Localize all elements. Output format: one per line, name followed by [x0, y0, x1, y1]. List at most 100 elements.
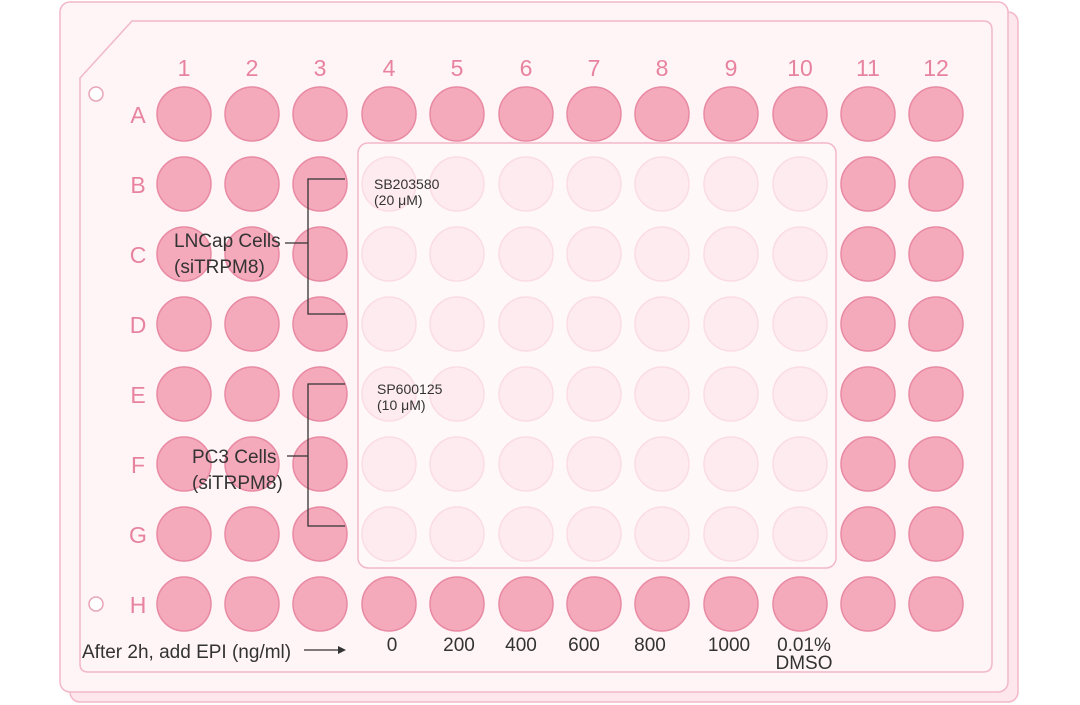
well-B11 — [840, 156, 896, 212]
well-A2 — [224, 86, 280, 142]
well-G12 — [908, 506, 964, 562]
cell-group-2-name: PC3 Cells — [192, 447, 276, 468]
row-label-C: C — [130, 242, 147, 268]
well-H4 — [361, 576, 417, 632]
well-G5 — [429, 506, 485, 562]
bracket-lncap — [285, 178, 345, 315]
row-label-D: D — [130, 312, 147, 338]
well-A7 — [566, 86, 622, 142]
well-F12 — [908, 436, 964, 492]
column-label-5: 5 — [451, 55, 464, 81]
well-C6 — [498, 226, 554, 282]
well-A1 — [156, 86, 212, 142]
well-H11 — [840, 576, 896, 632]
well-H3 — [292, 576, 348, 632]
column-label-9: 9 — [725, 55, 738, 81]
inhibitor-2-name: SP600125 — [377, 381, 443, 397]
well-H7 — [566, 576, 622, 632]
well-A3 — [292, 86, 348, 142]
well-G7 — [566, 506, 622, 562]
well-D6 — [498, 296, 554, 352]
well-A11 — [840, 86, 896, 142]
well-E7 — [566, 366, 622, 422]
inhibitor-2-conc: (10 μM) — [377, 397, 426, 413]
well-B2 — [224, 156, 280, 212]
column-label-3: 3 — [314, 55, 327, 81]
dose-label-0: 0 — [387, 635, 398, 656]
well-B6 — [498, 156, 554, 212]
well-H10 — [772, 576, 828, 632]
well-B1 — [156, 156, 212, 212]
column-label-1: 1 — [178, 55, 191, 81]
well-D1 — [156, 296, 212, 352]
column-label-6: 6 — [520, 55, 533, 81]
well-D11 — [840, 296, 896, 352]
well-B7 — [566, 156, 622, 212]
well-C2 — [224, 226, 280, 282]
well-B4 — [361, 156, 417, 212]
well-E2 — [224, 366, 280, 422]
well-C3 — [292, 226, 348, 282]
row-label-E: E — [130, 382, 145, 408]
well-A6 — [498, 86, 554, 142]
well-C11 — [840, 226, 896, 282]
well-D2 — [224, 296, 280, 352]
well-E4 — [361, 366, 417, 422]
well-H1 — [156, 576, 212, 632]
well-B8 — [634, 156, 690, 212]
dmso-label: DMSO — [776, 653, 833, 674]
well-G9 — [703, 506, 759, 562]
column-label-2: 2 — [246, 55, 259, 81]
well-E12 — [908, 366, 964, 422]
well-F4 — [361, 436, 417, 492]
well-A4 — [361, 86, 417, 142]
well-B5 — [429, 156, 485, 212]
well-C12 — [908, 226, 964, 282]
well-F7 — [566, 436, 622, 492]
well-G6 — [498, 506, 554, 562]
well-D4 — [361, 296, 417, 352]
well-F8 — [634, 436, 690, 492]
well-D5 — [429, 296, 485, 352]
well-H6 — [498, 576, 554, 632]
well-D3 — [292, 296, 348, 352]
well-C9 — [703, 226, 759, 282]
row-label-F: F — [131, 452, 145, 478]
cell-group-1-note: (siTRPM8) — [174, 257, 265, 278]
well-A10 — [772, 86, 828, 142]
well-B9 — [703, 156, 759, 212]
well-C4 — [361, 226, 417, 282]
well-A12 — [908, 86, 964, 142]
well-E11 — [840, 366, 896, 422]
well-C1 — [156, 226, 212, 282]
column-label-10: 10 — [787, 55, 813, 81]
column-label-8: 8 — [656, 55, 669, 81]
well-H2 — [224, 576, 280, 632]
well-D10 — [772, 296, 828, 352]
inhibitor-1-name: SB203580 — [374, 176, 440, 192]
well-H9 — [703, 576, 759, 632]
row-label-H: H — [130, 592, 147, 618]
well-G4 — [361, 506, 417, 562]
well-H8 — [634, 576, 690, 632]
well-D8 — [634, 296, 690, 352]
well-B3 — [292, 156, 348, 212]
well-F1 — [156, 436, 212, 492]
well-F10 — [772, 436, 828, 492]
column-label-12: 12 — [923, 55, 949, 81]
well-F2 — [224, 436, 280, 492]
well-F5 — [429, 436, 485, 492]
well-C8 — [634, 226, 690, 282]
well-E9 — [703, 366, 759, 422]
well-G1 — [156, 506, 212, 562]
well-E5 — [429, 366, 485, 422]
well-E6 — [498, 366, 554, 422]
row-label-G: G — [129, 522, 147, 548]
dose-label-2: 400 — [505, 635, 537, 656]
well-G2 — [224, 506, 280, 562]
well-D12 — [908, 296, 964, 352]
dose-label-5: 1000 — [708, 635, 750, 656]
well-F6 — [498, 436, 554, 492]
well-C5 — [429, 226, 485, 282]
